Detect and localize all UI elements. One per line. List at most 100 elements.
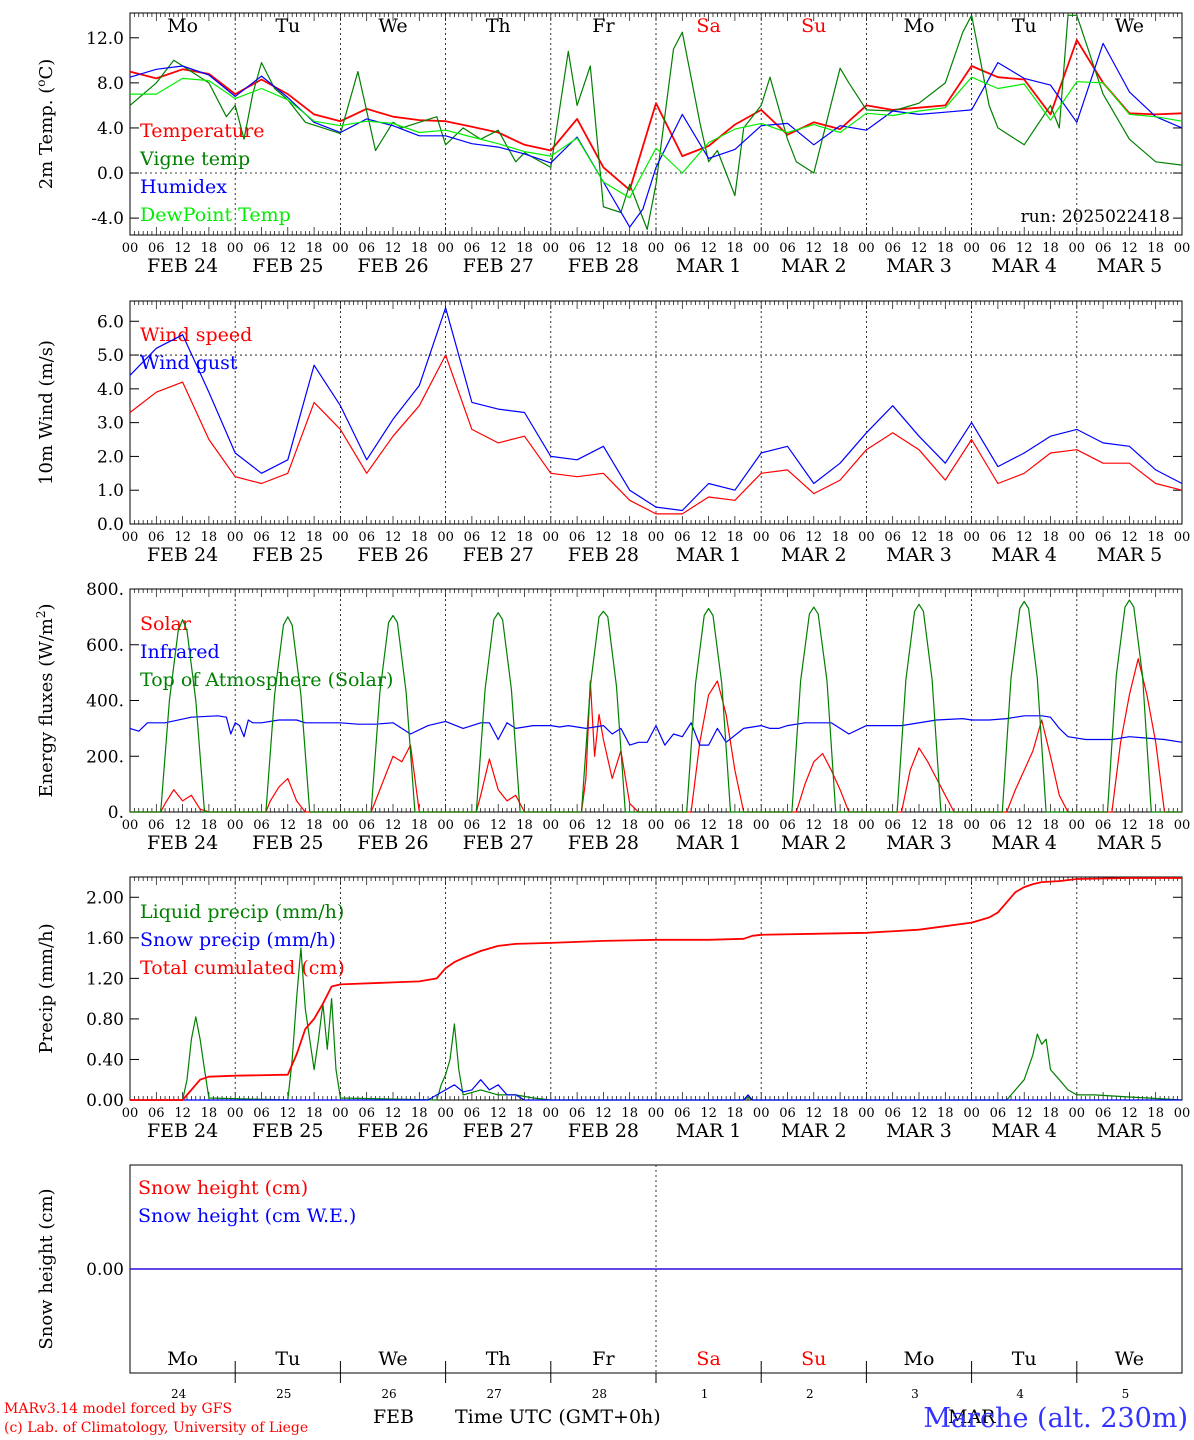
- y-tick-label: 2.0: [97, 447, 124, 467]
- hour-tick-label: 12: [911, 530, 928, 545]
- weekday-label: Su: [801, 15, 826, 37]
- weekday-label: We: [1115, 15, 1144, 37]
- series-line-2: [129, 715, 1183, 746]
- hour-tick-label: 00: [122, 1106, 139, 1121]
- hour-tick-label: 18: [937, 241, 954, 256]
- hour-tick-label: 18: [1147, 530, 1164, 545]
- date-label: FEB 26: [357, 544, 428, 566]
- weekday-label: Mo: [904, 15, 935, 37]
- hour-tick-label: 00: [1174, 818, 1191, 833]
- weekday-label: Th: [486, 1348, 511, 1370]
- y-tick-label: 0.0: [97, 164, 124, 184]
- hour-tick-label: 00: [437, 530, 454, 545]
- hour-tick-label: 00: [543, 241, 560, 256]
- hour-tick-label: 06: [148, 818, 165, 833]
- date-label: MAR 3: [886, 255, 952, 277]
- y-tick-label: 1.60: [86, 929, 124, 949]
- date-label: FEB 26: [357, 255, 428, 277]
- legend-entry: Wind gust: [140, 352, 238, 374]
- hour-tick-label: 00: [437, 1106, 454, 1121]
- hour-tick-label: 18: [727, 241, 744, 256]
- hour-tick-label: 00: [227, 818, 244, 833]
- hour-tick-label: 18: [1042, 241, 1059, 256]
- hour-tick-label: 18: [201, 818, 218, 833]
- hour-tick-label: 06: [674, 530, 691, 545]
- hour-tick-label: 12: [700, 818, 717, 833]
- hour-tick-label: 00: [1069, 241, 1086, 256]
- hour-tick-label: 00: [227, 530, 244, 545]
- hour-tick-label: 06: [1095, 1106, 1112, 1121]
- hour-tick-label: 06: [569, 241, 586, 256]
- hour-tick-label: 18: [727, 818, 744, 833]
- hour-tick-label: 18: [1147, 241, 1164, 256]
- hour-tick-label: 00: [122, 241, 139, 256]
- weekday-label: Mo: [167, 15, 198, 37]
- hour-tick-label: 18: [832, 241, 849, 256]
- weekday-label: Tu: [275, 1348, 300, 1370]
- hour-tick-label: 18: [832, 530, 849, 545]
- hour-tick-label: 18: [832, 1106, 849, 1121]
- hour-tick-label: 18: [1147, 818, 1164, 833]
- date-label: FEB 28: [568, 255, 639, 277]
- hour-tick-label: 12: [806, 530, 823, 545]
- hour-tick-label: 06: [253, 530, 270, 545]
- date-label: MAR 5: [1097, 1120, 1163, 1142]
- y-tick-label: 4.0: [97, 380, 124, 400]
- hour-tick-label: 06: [779, 241, 796, 256]
- station-name: Marche (alt. 230m): [923, 1403, 1188, 1434]
- hour-tick-label: 06: [990, 1106, 1007, 1121]
- hour-tick-label: 12: [595, 241, 612, 256]
- legend-entry: Top of Atmosphere (Solar): [140, 669, 393, 691]
- hour-tick-label: 18: [1042, 1106, 1059, 1121]
- date-label: MAR 3: [886, 1120, 952, 1142]
- y-tick-label: 1.0: [97, 481, 124, 501]
- y-tick-label: 12.0: [86, 29, 124, 49]
- hour-tick-label: 18: [411, 818, 428, 833]
- hour-tick-label: 06: [674, 241, 691, 256]
- run-annotation: run: 2025022418: [1021, 207, 1170, 227]
- date-label: MAR 4: [991, 544, 1057, 566]
- hour-tick-label: 18: [306, 818, 323, 833]
- hour-tick-label: 12: [911, 818, 928, 833]
- hour-tick-label: 12: [490, 241, 507, 256]
- hour-tick-label: 18: [201, 530, 218, 545]
- date-label: MAR 5: [1097, 544, 1163, 566]
- hour-tick-label: 12: [1121, 818, 1138, 833]
- y-axis-label: Snow height (cm): [36, 1188, 57, 1349]
- hour-tick-label: 12: [385, 818, 402, 833]
- date-label: FEB 28: [568, 544, 639, 566]
- hour-tick-label: 06: [884, 530, 901, 545]
- weekday-label: We: [1115, 1348, 1144, 1370]
- hour-tick-label: 12: [174, 818, 191, 833]
- hour-tick-label: 18: [1042, 818, 1059, 833]
- hour-tick-label: 18: [727, 530, 744, 545]
- y-tick-label: 200.: [86, 747, 124, 767]
- hour-tick-label: 00: [1069, 1106, 1086, 1121]
- hour-tick-label: 18: [621, 818, 638, 833]
- hour-tick-label: 06: [148, 530, 165, 545]
- hour-tick-label: 18: [201, 1106, 218, 1121]
- date-label: FEB 28: [568, 832, 639, 854]
- hour-tick-label: 18: [937, 1106, 954, 1121]
- legend-entry: Snow height (cm W.E.): [138, 1205, 356, 1227]
- y-tick-label: -4.0: [91, 209, 124, 229]
- series-line-3: [130, 599, 1182, 813]
- hour-tick-label: 00: [332, 1106, 349, 1121]
- hour-tick-label: 12: [700, 530, 717, 545]
- hour-tick-label: 06: [358, 1106, 375, 1121]
- series-line-3: [130, 877, 1182, 1101]
- date-label: MAR 5: [1097, 832, 1163, 854]
- hour-tick-label: 12: [1016, 1106, 1033, 1121]
- hour-tick-label: 06: [779, 1106, 796, 1121]
- date-label: FEB 25: [252, 544, 323, 566]
- hour-tick-label: 12: [1016, 241, 1033, 256]
- hour-tick-label: 00: [648, 241, 665, 256]
- weekday-label: Th: [486, 15, 511, 37]
- hour-tick-label: 06: [884, 241, 901, 256]
- hour-tick-label: 18: [727, 1106, 744, 1121]
- hour-tick-label: 00: [1174, 1106, 1191, 1121]
- date-number: 5: [1122, 1387, 1130, 1401]
- hour-tick-label: 00: [437, 818, 454, 833]
